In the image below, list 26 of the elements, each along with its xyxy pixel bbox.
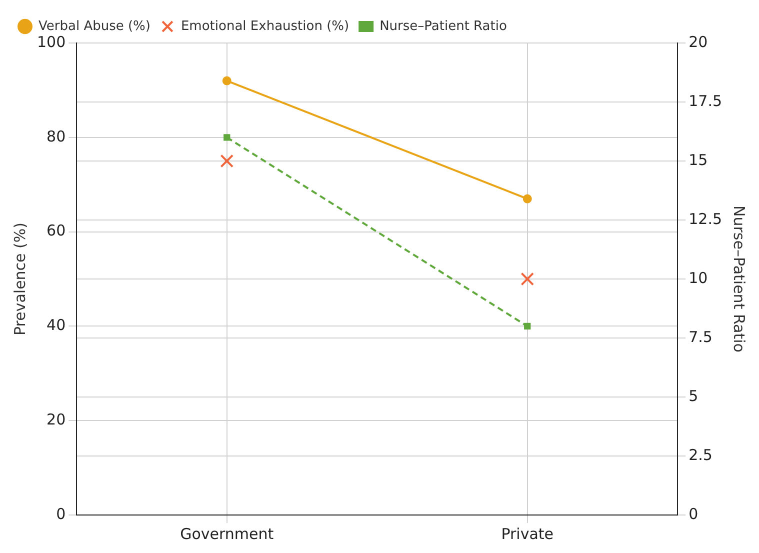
y-axis-title: Prevalence (%) bbox=[10, 222, 29, 336]
point bbox=[220, 154, 234, 168]
legend-label: Nurse–Patient Ratio bbox=[380, 18, 507, 34]
y2-tick-label: 10 bbox=[688, 268, 708, 287]
y2-tick-label: 7.5 bbox=[688, 328, 712, 346]
y2-tick-label: 12.5 bbox=[688, 210, 722, 228]
x-tick-label: Government bbox=[180, 524, 274, 543]
y-tick-label: 60 bbox=[46, 222, 66, 240]
y2-axis-title: Nurse–Patient Ratio bbox=[730, 206, 748, 352]
x-tick-label: Private bbox=[501, 524, 554, 543]
y2-tick-label: 2.5 bbox=[688, 446, 712, 464]
y-tick-label: 20 bbox=[46, 410, 66, 428]
point bbox=[222, 76, 232, 86]
y2-tick-label: 20 bbox=[688, 32, 708, 51]
point bbox=[520, 272, 534, 286]
y2-tick-label: 0 bbox=[688, 504, 698, 523]
legend-label: Emotional Exhaustion (%) bbox=[180, 18, 350, 34]
y-tick-label: 80 bbox=[46, 127, 66, 146]
y2-tick-label: 15 bbox=[688, 150, 708, 169]
y2-tick-label: 17.5 bbox=[688, 92, 722, 110]
y2-tick-label: 5 bbox=[688, 386, 698, 405]
y-tick-label: 100 bbox=[36, 32, 66, 51]
y-tick-label: 0 bbox=[56, 504, 66, 523]
legend-label: Verbal Abuse (%) bbox=[38, 18, 150, 34]
point bbox=[522, 194, 532, 204]
y-tick-label: 40 bbox=[46, 316, 66, 334]
